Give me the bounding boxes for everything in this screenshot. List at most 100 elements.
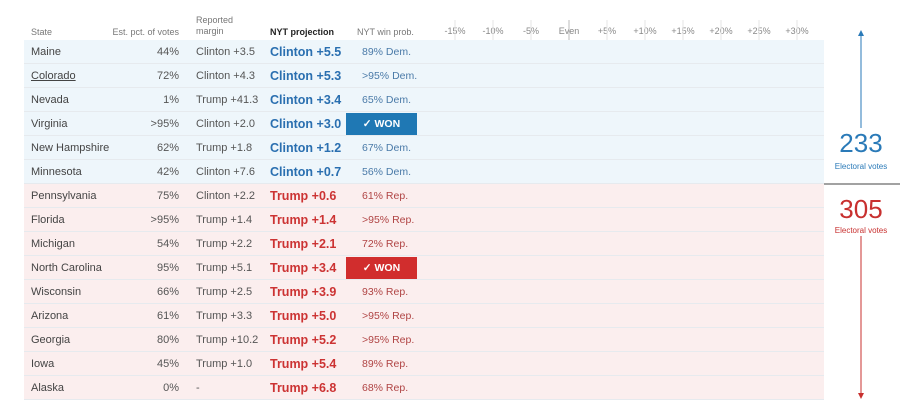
table-row: Michigan 54% Trump +2.2 Trump +2.1 72% Rep. xyxy=(0,232,900,256)
row-background xyxy=(24,376,824,400)
nyt-projection: Trump +6.8 xyxy=(270,381,337,395)
win-probability: >95% Rep. xyxy=(362,334,415,346)
table-row: Colorado 72% Clinton +4.3 Clinton +5.3 >95% … xyxy=(0,64,900,88)
rep-arrow-head xyxy=(858,393,864,399)
header-margin-line1: Reported xyxy=(196,15,234,25)
nyt-projection: Trump +1.4 xyxy=(270,213,337,227)
nyt-projection: Trump +5.4 xyxy=(270,357,337,371)
votes-pct: 61% xyxy=(156,310,179,322)
votes-pct: 62% xyxy=(156,142,179,154)
row-background xyxy=(24,112,824,136)
nyt-projection: Clinton +5.5 xyxy=(270,45,342,59)
votes-pct: 42% xyxy=(156,166,179,178)
table-row: New Hampshire 62% Trump +1.8 Clinton +1.2 67… xyxy=(0,136,900,160)
won-badge: ✓ WON xyxy=(346,113,417,135)
nyt-projection: Clinton +3.4 xyxy=(270,93,342,107)
table-row: Pennsylvania 75% Clinton +2.2 Trump +0.6 61%… xyxy=(0,184,900,208)
state-name[interactable]: Florida xyxy=(31,214,65,226)
win-probability: 93% Rep. xyxy=(362,286,409,298)
reported-margin: Trump +2.5 xyxy=(196,286,253,298)
win-probability: 89% Dem. xyxy=(362,46,412,58)
row-background xyxy=(24,280,824,304)
dem-arrow-head xyxy=(858,30,864,36)
row-divider xyxy=(24,327,824,328)
votes-pct: 0% xyxy=(163,382,179,394)
header-projection: NYT projection xyxy=(270,27,335,37)
reported-margin: Trump +10.2 xyxy=(196,334,259,346)
row-divider xyxy=(24,63,824,64)
votes-pct: 95% xyxy=(156,262,179,274)
dem-electoral-votes: 233 xyxy=(839,128,883,158)
row-background xyxy=(24,160,824,184)
votes-pct: 75% xyxy=(156,190,179,202)
votes-pct: 80% xyxy=(156,334,179,346)
state-name[interactable]: North Carolina xyxy=(31,262,102,274)
row-divider xyxy=(24,183,824,184)
nyt-projection: Trump +3.4 xyxy=(270,261,337,275)
row-background xyxy=(24,232,824,256)
row-background xyxy=(24,40,824,64)
state-name[interactable]: New Hampshire xyxy=(31,142,110,154)
row-divider xyxy=(24,375,824,376)
state-name[interactable]: Virginia xyxy=(31,118,68,130)
votes-pct: >95% xyxy=(150,214,179,226)
reported-margin: Clinton +7.6 xyxy=(196,166,256,178)
table-row: Florida >95% Trump +1.4 Trump +1.4 >95% Rep. xyxy=(0,208,900,232)
row-background xyxy=(24,304,824,328)
state-name[interactable]: Michigan xyxy=(31,238,76,250)
win-probability: 72% Rep. xyxy=(362,238,409,250)
header-margin: Reported margin xyxy=(196,15,233,37)
state-name[interactable]: Wisconsin xyxy=(31,286,82,298)
header-pct: Est. pct. of votes xyxy=(112,27,179,37)
state-name[interactable]: Maine xyxy=(31,46,61,58)
row-background xyxy=(24,208,824,232)
row-divider xyxy=(24,279,824,280)
table-row: Arizona 61% Trump +3.3 Trump +5.0 >95% Rep. xyxy=(0,304,900,328)
won-badge: ✓ WON xyxy=(346,257,417,279)
votes-pct: 1% xyxy=(163,94,179,106)
reported-margin: Trump +2.2 xyxy=(196,238,253,250)
votes-pct: 54% xyxy=(156,238,179,250)
reported-margin: Trump +3.3 xyxy=(196,310,253,322)
reported-margin: Clinton +3.5 xyxy=(196,46,256,58)
header-state: State xyxy=(31,27,53,37)
state-name[interactable]: Iowa xyxy=(31,358,55,370)
votes-pct: 45% xyxy=(156,358,179,370)
win-probability: 65% Dem. xyxy=(362,94,412,106)
state-name[interactable]: Minnesota xyxy=(31,166,82,178)
table-row: North Carolina 95% Trump +5.1 Trump +3.4 ✓ W… xyxy=(0,256,900,280)
row-divider xyxy=(24,255,824,256)
nyt-projection: Clinton +3.0 xyxy=(270,117,342,131)
row-divider xyxy=(24,87,824,88)
reported-margin: Trump +41.3 xyxy=(196,94,259,106)
row-background xyxy=(24,352,824,376)
nyt-projection: Clinton +5.3 xyxy=(270,69,342,83)
row-divider xyxy=(24,399,824,400)
reported-margin: Clinton +2.0 xyxy=(196,118,256,130)
nyt-projection: Trump +5.0 xyxy=(270,309,337,323)
row-background xyxy=(24,256,824,280)
state-name[interactable]: Colorado xyxy=(31,70,76,82)
reported-margin: - xyxy=(196,382,200,394)
reported-margin: Clinton +4.3 xyxy=(196,70,256,82)
row-divider xyxy=(24,135,824,136)
reported-margin: Trump +1.8 xyxy=(196,142,253,154)
nyt-projection: Clinton +1.2 xyxy=(270,141,342,155)
row-divider xyxy=(24,351,824,352)
row-background xyxy=(24,64,824,88)
rep-electoral-label: Electoral votes xyxy=(834,226,888,235)
state-name[interactable]: Arizona xyxy=(31,310,69,322)
state-name[interactable]: Georgia xyxy=(31,334,71,346)
row-background xyxy=(24,88,824,112)
row-background xyxy=(24,184,824,208)
nyt-projection: Clinton +0.7 xyxy=(270,165,342,179)
nyt-projection: Trump +5.2 xyxy=(270,333,337,347)
state-name[interactable]: Alaska xyxy=(31,382,65,394)
row-divider xyxy=(24,303,824,304)
win-probability: >95% Rep. xyxy=(362,310,415,322)
table-row: Virginia >95% Clinton +2.0 Clinton +3.0 ✓ WO… xyxy=(0,112,900,136)
dem-electoral-label: Electoral votes xyxy=(834,162,888,171)
state-name[interactable]: Pennsylvania xyxy=(31,190,97,202)
votes-pct: >95% xyxy=(150,118,179,130)
state-name[interactable]: Nevada xyxy=(31,94,69,106)
